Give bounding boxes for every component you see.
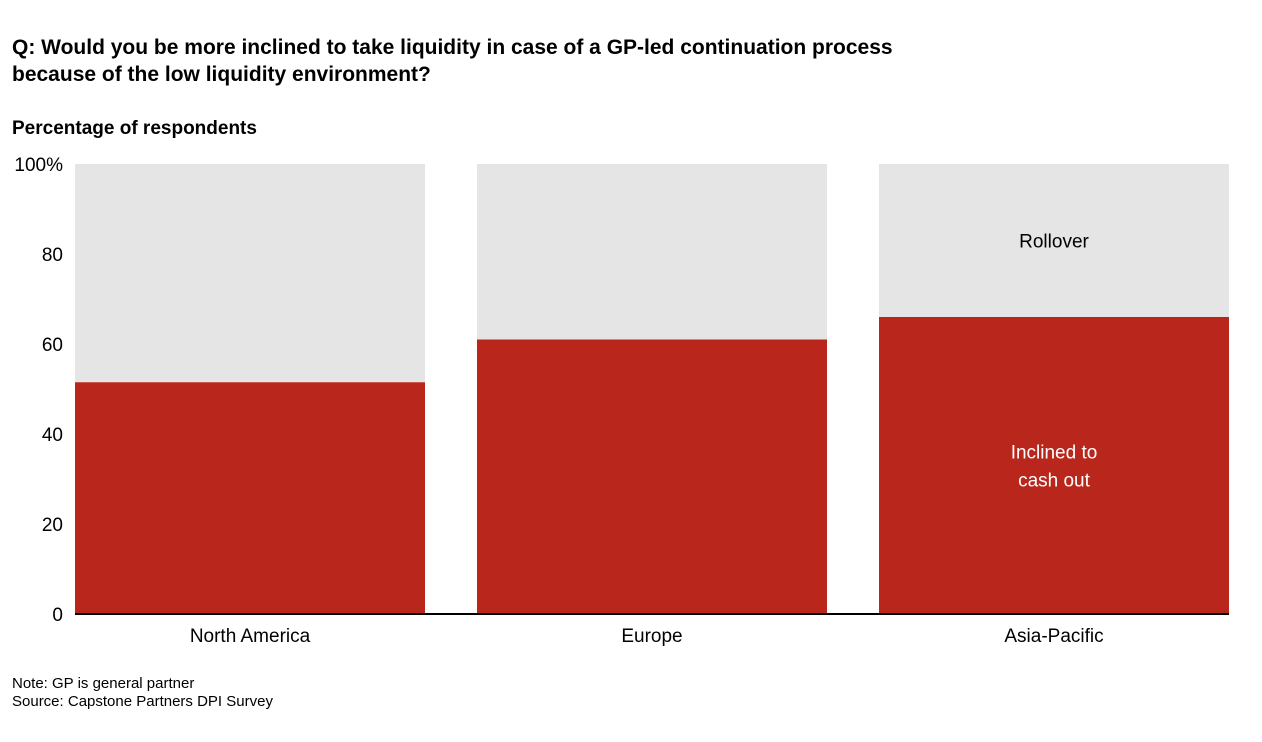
chart-title: Q: Would you be more inclined to take li… xyxy=(12,34,1112,88)
stacked-bar-chart: 0 20 40 60 80 100% North America Europe Asia-Pa… xyxy=(14,155,1229,647)
bar-rollover-2 xyxy=(879,164,1229,317)
note-text: Note: GP is general partner xyxy=(12,675,195,692)
bar-rollover-0 xyxy=(75,164,425,383)
y-tick-label: 0 xyxy=(52,605,63,626)
x-axis-labels: North America Europe Asia-Pacific xyxy=(190,626,1104,647)
x-tick-label: North America xyxy=(190,626,311,647)
y-tick-label: 80 xyxy=(42,245,63,266)
y-tick-label: 60 xyxy=(42,335,63,356)
x-tick-label: Asia-Pacific xyxy=(1004,626,1103,647)
series-label-rollover: Rollover xyxy=(1019,232,1089,253)
bar-cash-out-1 xyxy=(477,339,827,614)
chart-title-line-2: because of the low liquidity environment… xyxy=(12,63,431,86)
bar-cash-out-2 xyxy=(879,317,1229,614)
series-label-cash-out-line-2: cash out xyxy=(1018,471,1091,492)
y-tick-label: 20 xyxy=(42,515,63,536)
bars xyxy=(75,164,1229,614)
chart-title-line-1: Q: Would you be more inclined to take li… xyxy=(12,36,893,59)
y-axis-ticks: 0 20 40 60 80 100% xyxy=(14,155,63,626)
series-labels: Rollover Inclined to cash out xyxy=(1011,232,1098,492)
bar-cash-out-0 xyxy=(75,382,425,614)
x-tick-label: Europe xyxy=(621,626,682,647)
y-tick-label: 100% xyxy=(14,155,63,176)
bar-rollover-1 xyxy=(477,164,827,340)
chart-subtitle: Percentage of respondents xyxy=(12,118,257,139)
footnotes: Note: GP is general partner Source: Caps… xyxy=(12,675,273,711)
series-label-cash-out-line-1: Inclined to xyxy=(1011,443,1098,464)
y-tick-label: 40 xyxy=(42,425,63,446)
source-text: Source: Capstone Partners DPI Survey xyxy=(12,693,273,710)
